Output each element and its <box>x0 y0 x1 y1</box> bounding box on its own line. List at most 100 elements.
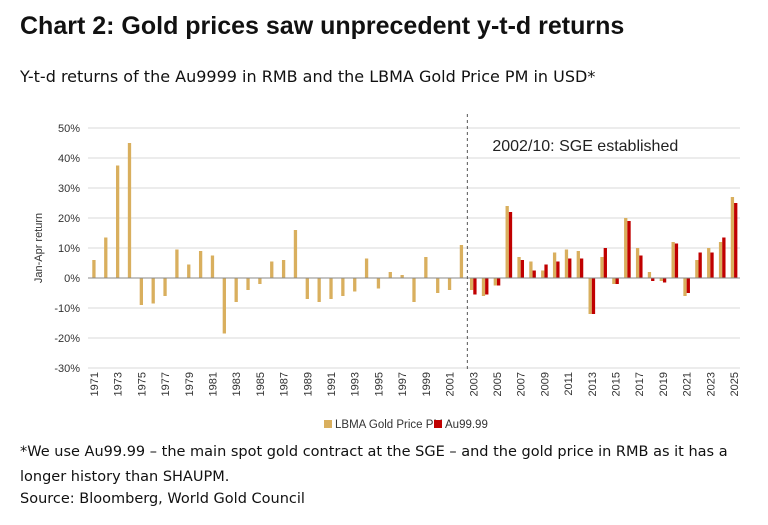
bar-lbma <box>412 278 416 302</box>
x-tick-label: 1979 <box>184 372 196 396</box>
bar-lbma <box>317 278 321 302</box>
bar-au9999 <box>674 243 679 278</box>
bar-lbma <box>258 278 262 284</box>
bar-lbma <box>600 257 604 278</box>
x-tick-label: 1971 <box>89 372 101 396</box>
x-tick-label: 2011 <box>563 372 575 396</box>
x-axis-ticks: 1971 1973 1975 1977 1979 1981 1983 1985 1987 1989… <box>89 372 741 396</box>
bar-lbma <box>270 261 274 278</box>
x-tick-label: 2003 <box>468 372 480 396</box>
x-tick-label: 2017 <box>634 372 646 396</box>
x-tick-label: 1991 <box>326 372 338 396</box>
bar-au9999 <box>722 237 726 278</box>
y-axis-ticks: -30% -20% -10% 0% 10% 20% 30% 40% 50% <box>54 123 80 375</box>
bar-lbma <box>293 230 298 278</box>
bar-lbma <box>329 278 333 299</box>
bar-lbma <box>246 278 250 290</box>
bar-lbma <box>505 206 509 278</box>
bar-lbma <box>447 278 452 290</box>
bar-lbma <box>222 278 226 334</box>
bar-lbma <box>541 270 545 278</box>
x-tick-label: 1973 <box>113 372 125 396</box>
y-tick-label: 10% <box>58 243 80 255</box>
legend: LBMA Gold Price PM Au99.99 <box>324 419 488 431</box>
bar-lbma <box>104 237 108 278</box>
bar-au9999 <box>627 221 631 278</box>
x-tick-label: 2005 <box>492 372 504 396</box>
bar-lbma <box>175 249 179 278</box>
bar-lbma <box>436 278 440 293</box>
bar-lbma <box>187 264 191 278</box>
bars <box>92 143 738 334</box>
bar-au9999 <box>496 278 501 286</box>
bar-lbma <box>127 143 132 278</box>
bar-lbma <box>163 278 167 296</box>
bar-lbma <box>517 257 521 278</box>
bar-lbma <box>364 258 369 278</box>
bar-au9999 <box>568 258 572 278</box>
bar-lbma <box>695 260 699 278</box>
bar-au9999 <box>556 261 560 278</box>
bar-lbma <box>459 245 464 278</box>
bar-lbma <box>234 278 238 302</box>
x-tick-label: 2023 <box>705 372 717 396</box>
bar-lbma <box>481 278 486 296</box>
x-tick-label: 1999 <box>421 372 433 396</box>
bar-au9999 <box>508 212 513 278</box>
x-tick-label: 2025 <box>729 372 741 396</box>
bar-au9999 <box>662 278 667 283</box>
bar-lbma <box>469 278 474 290</box>
bar-lbma <box>718 242 723 278</box>
bar-lbma <box>305 278 309 299</box>
bar-lbma <box>588 278 592 314</box>
x-tick-label: 1975 <box>136 372 148 396</box>
y-tick-label: 30% <box>58 183 80 195</box>
x-tick-label: 1993 <box>350 372 362 396</box>
x-tick-label: 2001 <box>445 372 457 396</box>
bar-lbma <box>647 272 652 278</box>
bar-lbma <box>612 278 616 284</box>
bar-lbma <box>400 275 404 278</box>
bar-lbma <box>341 278 345 296</box>
x-tick-label: 1985 <box>255 372 267 396</box>
y-axis-label: Jan-Apr return <box>33 213 45 283</box>
bar-au9999 <box>532 270 536 278</box>
bar-chart: -30% -20% -10% 0% 10% 20% 30% 40% 50% Jan-Apr re… <box>33 114 741 431</box>
bar-au9999 <box>579 258 584 278</box>
chart-title: Chart 2: Gold prices saw unprecedent y-t… <box>20 12 625 40</box>
bar-lbma <box>671 242 675 278</box>
bar-au9999 <box>639 255 643 278</box>
bar-lbma <box>552 252 557 278</box>
bar-lbma <box>151 278 155 304</box>
bar-au9999 <box>698 252 702 278</box>
bar-lbma <box>424 257 428 278</box>
bar-lbma <box>388 272 392 278</box>
bar-au9999 <box>603 248 607 278</box>
bar-lbma <box>353 278 357 292</box>
bar-au9999 <box>710 252 714 278</box>
x-tick-label: 1995 <box>373 372 385 396</box>
sge-annotation: 2002/10: SGE established <box>492 138 678 155</box>
bar-au9999 <box>686 278 690 293</box>
x-tick-label: 2021 <box>682 372 694 396</box>
bar-lbma <box>624 218 628 278</box>
bar-lbma <box>529 261 533 278</box>
grid-lines <box>88 127 740 369</box>
bar-lbma <box>198 251 203 278</box>
y-tick-label: 40% <box>58 153 80 165</box>
bar-lbma <box>210 255 215 278</box>
x-tick-label: 1981 <box>208 372 220 396</box>
x-tick-label: 1997 <box>397 372 409 396</box>
legend-label-au9999: Au99.99 <box>445 419 488 431</box>
x-tick-label: 1977 <box>160 372 172 396</box>
bar-lbma <box>115 165 120 278</box>
bar-lbma <box>707 248 711 278</box>
bar-au9999 <box>473 278 477 295</box>
x-tick-label: 2007 <box>516 372 528 396</box>
y-tick-label: 50% <box>58 123 80 135</box>
bar-lbma <box>493 278 497 286</box>
legend-swatch-lbma <box>324 420 332 428</box>
x-tick-label: 1983 <box>231 372 243 396</box>
bar-lbma <box>635 248 640 278</box>
y-tick-label: -30% <box>54 363 80 375</box>
